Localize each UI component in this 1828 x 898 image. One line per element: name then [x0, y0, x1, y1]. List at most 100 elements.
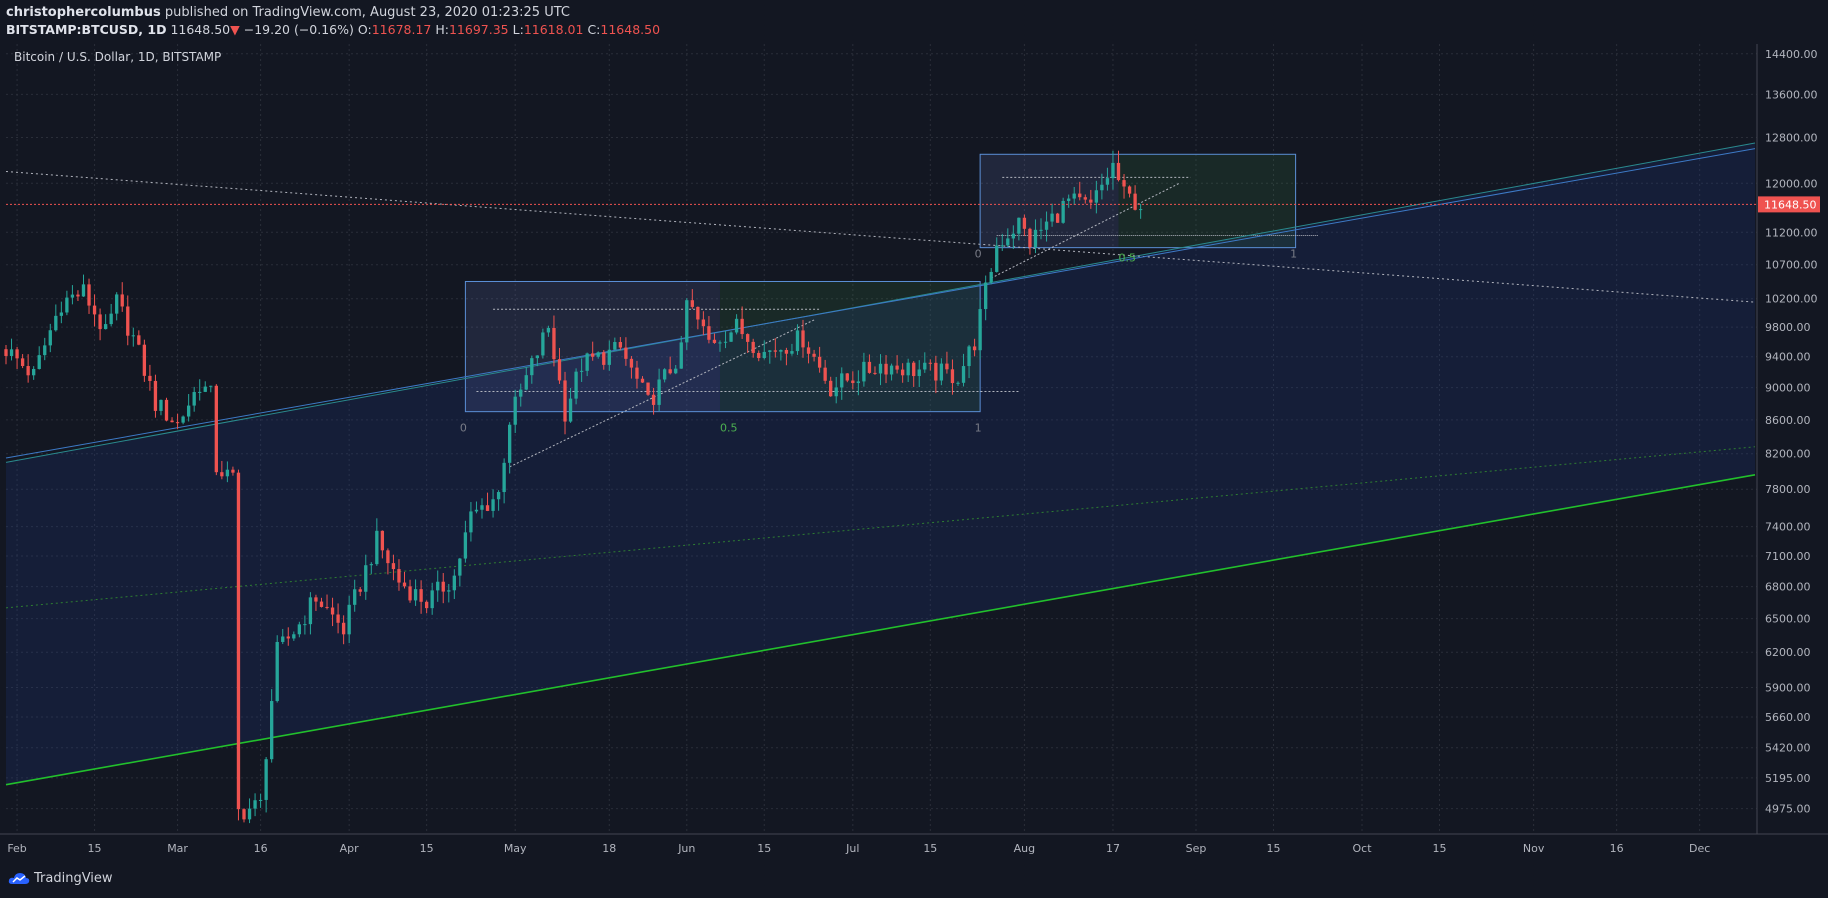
time-axis[interactable]: Feb 15 Mar 16 Apr 15 May 18 Jun 15 Jul 15 Aug 17 Sep 15…	[7, 842, 1710, 855]
channel-fill	[6, 143, 1755, 785]
candle-body	[115, 294, 119, 314]
candle-body	[779, 349, 783, 352]
fib-label: 0	[975, 248, 982, 261]
price-axis[interactable]: 14400.00 13600.00 12800.00 12000.00 11200.00…	[1765, 48, 1818, 816]
candle-body	[884, 363, 888, 375]
fib-label: 1	[975, 422, 982, 435]
candle-body	[137, 335, 141, 345]
candle-body	[801, 330, 805, 348]
candle-body	[552, 327, 556, 360]
time-tick-label: Sep	[1186, 842, 1207, 855]
candle-body	[485, 505, 490, 511]
price-tick-label: 13600.00	[1765, 88, 1818, 101]
last-price: 11648.50	[170, 22, 231, 37]
fib-label: 0.5	[1118, 252, 1136, 265]
candle-body	[591, 353, 595, 357]
candle-body	[436, 581, 440, 591]
candle-body	[286, 636, 290, 639]
time-tick-label: Mar	[167, 842, 188, 855]
time-tick-label: May	[504, 842, 527, 855]
high-value: 11697.35	[448, 22, 509, 37]
time-tick-label: 15	[1266, 842, 1280, 855]
price-tick-label: 10200.00	[1765, 293, 1818, 306]
candle-body	[923, 362, 927, 370]
candle-body	[723, 341, 728, 343]
fib-label: 0.5	[720, 422, 738, 435]
candle-body	[956, 382, 960, 384]
price-tick-label: 7400.00	[1765, 521, 1811, 534]
candle-body	[1111, 162, 1115, 179]
candle-body	[535, 355, 540, 359]
candle-body	[768, 350, 772, 352]
candle-body	[1100, 184, 1104, 191]
candle-body	[795, 330, 800, 352]
candle-body	[602, 352, 606, 365]
candle-body	[26, 366, 30, 376]
candle-body	[1039, 229, 1043, 231]
candle-body	[845, 373, 849, 381]
candle-body	[242, 809, 246, 820]
price-tick-label: 5195.00	[1765, 772, 1811, 785]
candle-body	[541, 332, 545, 356]
candle-body	[729, 332, 733, 342]
candle-body	[463, 532, 468, 559]
candle-body	[873, 372, 877, 374]
candle-body	[148, 375, 152, 381]
candle-body	[59, 312, 64, 316]
upper-channel-line	[5, 142, 1756, 463]
publish-line: christophercolumbus published on Trading…	[6, 5, 570, 20]
candle-body	[43, 345, 47, 356]
candle-body	[878, 363, 883, 374]
candle-body	[480, 505, 484, 510]
author-name[interactable]: christophercolumbus	[6, 5, 161, 20]
candle-body	[76, 294, 80, 297]
price-tick-label: 11200.00	[1765, 226, 1818, 239]
candle-body	[402, 582, 407, 587]
candle-body	[961, 366, 966, 383]
lower-trendline	[5, 473, 1756, 786]
candle-body	[9, 349, 14, 356]
candle-body	[806, 347, 811, 354]
fib-labels: 0 0.5 1 0 0.5 1	[460, 248, 1297, 435]
candle-body	[275, 641, 279, 702]
footer: TradingView	[0, 860, 1828, 898]
candle-body	[192, 392, 196, 406]
time-tick-label: Jun	[677, 842, 695, 855]
candle-body	[784, 349, 789, 354]
price-tick-label: 4975.00	[1765, 803, 1811, 816]
down-arrow-icon: ▼	[230, 22, 240, 37]
candle-body	[120, 294, 124, 307]
box-2-border	[979, 153, 1297, 249]
candle-body	[109, 313, 113, 325]
candle-body	[126, 306, 130, 336]
candle-body	[635, 367, 639, 379]
candle-body	[142, 344, 147, 376]
fib-label: 1	[1290, 248, 1297, 261]
candle-body	[685, 300, 689, 343]
time-tick-label: 15	[420, 842, 434, 855]
candle-body	[214, 385, 218, 473]
candle-body	[502, 462, 506, 493]
time-tick-label: Jul	[845, 842, 859, 855]
price-chart[interactable]: 0 0.5 1 0 0.5 1 Bitcoin / U.S. Dollar, 1D, BI…	[0, 44, 1828, 860]
candle-body	[375, 530, 379, 565]
candle-body	[701, 319, 706, 327]
candle-body	[186, 405, 191, 417]
tradingview-logo[interactable]: TradingView	[8, 870, 113, 886]
candle-body	[369, 564, 373, 566]
candle-body	[668, 369, 672, 374]
plot-area[interactable]	[0, 44, 1757, 834]
time-tick-label: Aug	[1014, 842, 1035, 855]
candle-body	[131, 335, 135, 337]
time-tick-label: Nov	[1523, 842, 1545, 855]
candle-body	[391, 563, 396, 570]
candle-body	[607, 349, 611, 365]
candle-body	[640, 378, 645, 383]
candle-body	[746, 334, 750, 342]
candle-body	[341, 622, 346, 635]
candle-body	[258, 799, 263, 801]
candle-body	[32, 368, 36, 376]
time-tick-label: Dec	[1689, 842, 1710, 855]
candle-body	[98, 314, 102, 330]
candle-body	[945, 363, 949, 370]
